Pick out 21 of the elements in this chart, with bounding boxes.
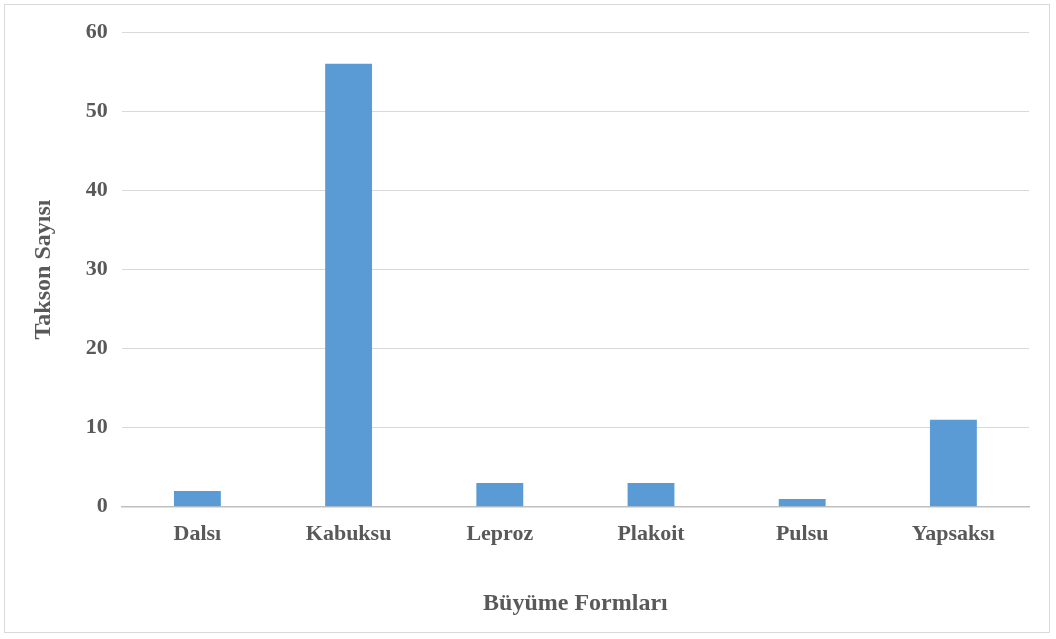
y-tick-label: 60: [85, 17, 108, 43]
bar: [476, 483, 524, 507]
x-tick-label: Yapsaksı: [911, 519, 995, 545]
y-tick-label: 30: [85, 255, 108, 281]
x-tick-label: Pulsu: [775, 519, 829, 545]
x-tick-label: Leproz: [466, 519, 534, 545]
y-tick-label: 20: [85, 334, 108, 360]
y-tick-label: 10: [85, 413, 108, 439]
y-tick-label: 40: [85, 176, 108, 202]
y-tick-label: 0: [96, 492, 108, 518]
bar: [325, 63, 373, 507]
x-tick-label: Plakoit: [617, 519, 686, 545]
bar: [627, 483, 675, 507]
x-tick-label: Dalsı: [173, 519, 222, 545]
x-axis-title: Büyüme Formları: [483, 588, 669, 615]
bar: [929, 419, 977, 507]
y-axis-title: Takson Sayısı: [28, 199, 55, 340]
bar: [173, 490, 221, 507]
y-tick-label: 50: [85, 96, 108, 122]
bar: [778, 498, 826, 507]
x-tick-label: Kabuksu: [305, 519, 392, 545]
